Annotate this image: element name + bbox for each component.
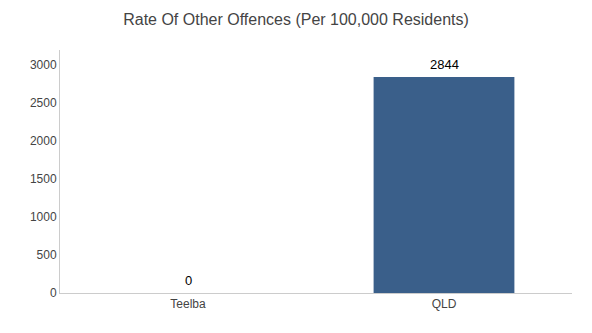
svg-text:3000: 3000 bbox=[30, 58, 57, 72]
svg-text:Rate Of Other Offences (Per 10: Rate Of Other Offences (Per 100,000 Resi… bbox=[123, 11, 469, 28]
svg-text:Teelba: Teelba bbox=[170, 297, 206, 311]
svg-text:QLD: QLD bbox=[432, 297, 457, 311]
svg-text:2844: 2844 bbox=[430, 57, 459, 72]
svg-text:0: 0 bbox=[50, 286, 57, 300]
svg-text:1000: 1000 bbox=[30, 210, 57, 224]
svg-text:2000: 2000 bbox=[30, 134, 57, 148]
svg-text:2500: 2500 bbox=[30, 96, 57, 110]
svg-text:500: 500 bbox=[37, 248, 57, 262]
svg-text:1500: 1500 bbox=[30, 172, 57, 186]
svg-text:0: 0 bbox=[185, 273, 192, 288]
